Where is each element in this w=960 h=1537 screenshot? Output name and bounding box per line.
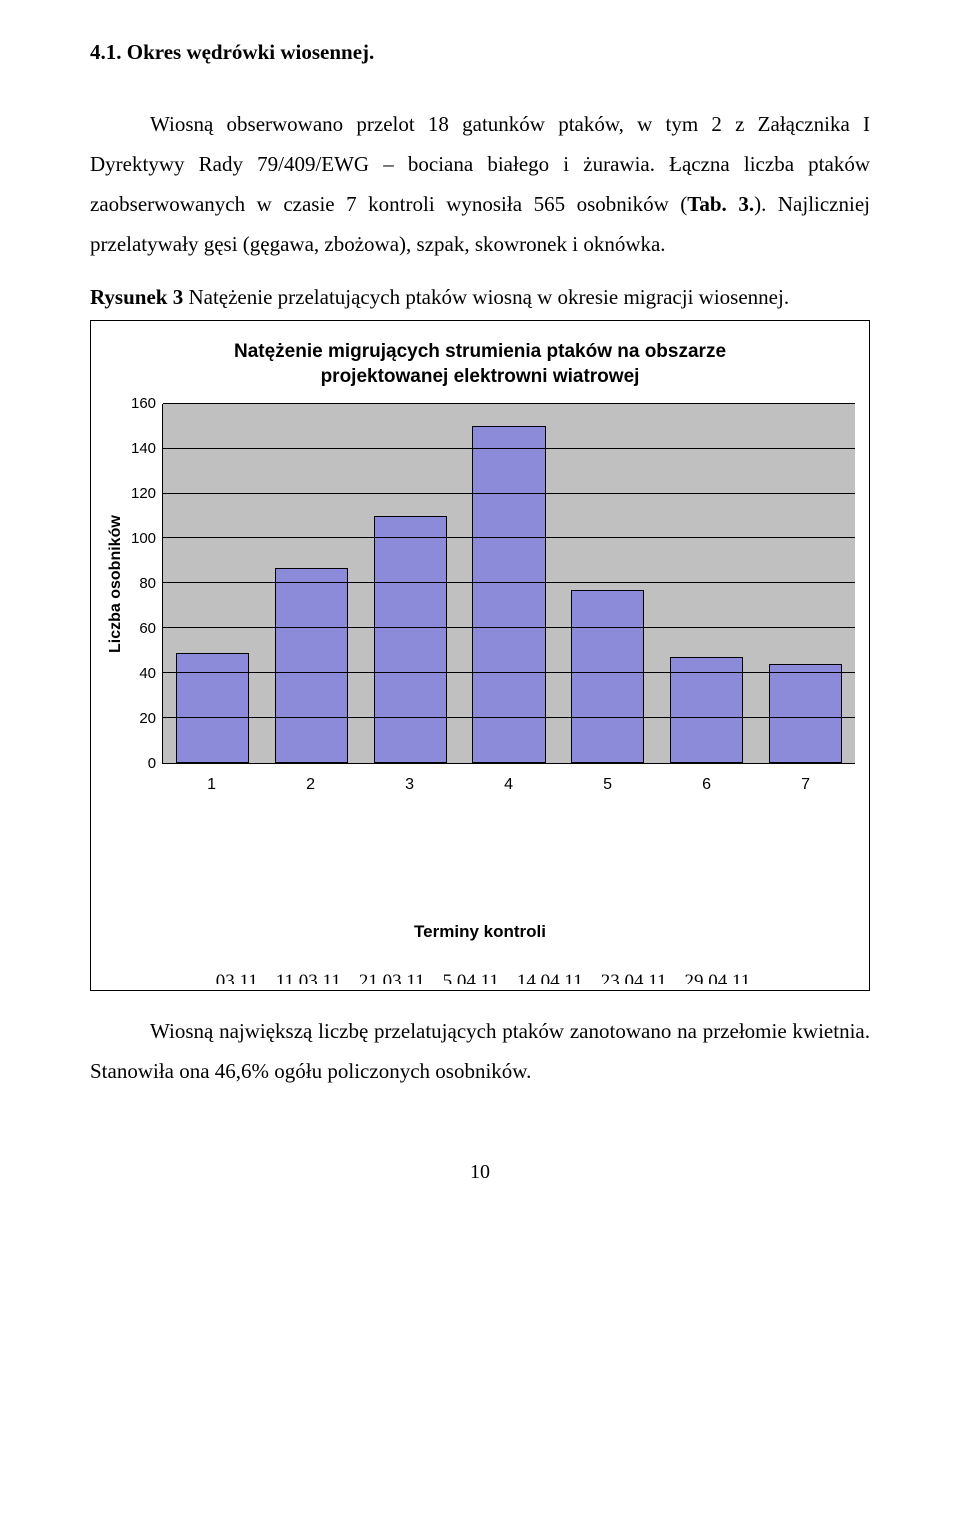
chart-gridline: [163, 582, 855, 583]
chart-cut-date: 14.04.11: [517, 968, 583, 984]
chart-bar-slot: [262, 404, 361, 763]
chart-bar: [374, 516, 447, 763]
chart-y-axis-label: Liczba osobników: [105, 404, 127, 764]
chart-gridline: [163, 493, 855, 494]
figure-caption-tail: Natężenie przelatujących ptaków wiosną w…: [183, 285, 789, 309]
chart-cut-dates: 03.11 11.03.11 21.03.11 5.04.11 14.04.11 23.0…: [105, 968, 855, 984]
chart-cut-date: 03.11: [216, 968, 258, 984]
chart-bar: [769, 664, 842, 763]
chart-body: Liczba osobników 160140120100806040200: [105, 404, 855, 764]
chart-cut-date: 5.04.11: [443, 968, 499, 984]
chart-bar-slot: [361, 404, 460, 763]
chart-plot-wrap: [162, 404, 855, 764]
chart-x-tick: 5: [558, 776, 657, 908]
chart-x-ticks-row: Liczba osobników 160140120100806040200 1…: [105, 770, 855, 908]
chart-cut-date: 11.03.11: [276, 968, 341, 984]
chart-bar: [571, 590, 644, 763]
chart-gridline: [163, 403, 855, 404]
paragraph-2-text: Wiosną największą liczbę przelatujących …: [90, 1019, 870, 1083]
chart-title-line2: projektowanej elektrowni wiatrowej: [321, 366, 640, 387]
chart-x-tick: 4: [459, 776, 558, 908]
chart-bar: [670, 657, 743, 762]
chart-bar-slot: [558, 404, 657, 763]
page-number: 10: [90, 1161, 870, 1184]
chart-bar: [472, 426, 545, 763]
chart-cut-date: 29.04.11: [685, 968, 751, 984]
paragraph-1: Wiosną obserwowano przelot 18 gatunków p…: [90, 105, 870, 265]
chart-bar-slot: [163, 404, 262, 763]
chart-gridline: [163, 717, 855, 718]
chart-gridline: [163, 537, 855, 538]
chart-bars: [163, 404, 855, 763]
chart-cut-date: 21.03.11: [359, 968, 425, 984]
figure-caption: Rysunek 3 Natężenie przelatujących ptakó…: [90, 285, 870, 310]
chart-x-axis-label: Terminy kontroli: [105, 922, 855, 942]
chart-bar: [275, 568, 348, 763]
chart-cut-date: 23.04.11: [601, 968, 667, 984]
paragraph-1-bold: Tab. 3.: [687, 192, 754, 216]
chart-gridline: [163, 627, 855, 628]
chart-x-tick: 7: [756, 776, 855, 908]
chart-title-line1: Natężenie migrujących strumienia ptaków …: [234, 341, 726, 362]
chart-title: Natężenie migrujących strumienia ptaków …: [105, 339, 855, 390]
chart-x-tick: 2: [261, 776, 360, 908]
chart-bar: [176, 653, 249, 763]
chart-gridline: [163, 672, 855, 673]
chart-gridline: [163, 448, 855, 449]
chart-frame: Natężenie migrujących strumienia ptaków …: [90, 320, 870, 991]
chart-x-tick: 1: [162, 776, 261, 908]
chart-bar-slot: [460, 404, 559, 763]
chart-plot-area: [162, 404, 855, 764]
chart-bar-slot: [756, 404, 855, 763]
chart-x-tick: 6: [657, 776, 756, 908]
paragraph-2: Wiosną największą liczbę przelatujących …: [90, 1012, 870, 1092]
chart-x-ticks: 1234567: [162, 770, 855, 908]
figure-caption-bold: Rysunek 3: [90, 285, 183, 309]
chart-y-ticks: 160140120100806040200: [127, 404, 162, 764]
chart-bar-slot: [657, 404, 756, 763]
chart-x-tick: 3: [360, 776, 459, 908]
section-heading: 4.1. Okres wędrówki wiosennej.: [90, 40, 870, 65]
